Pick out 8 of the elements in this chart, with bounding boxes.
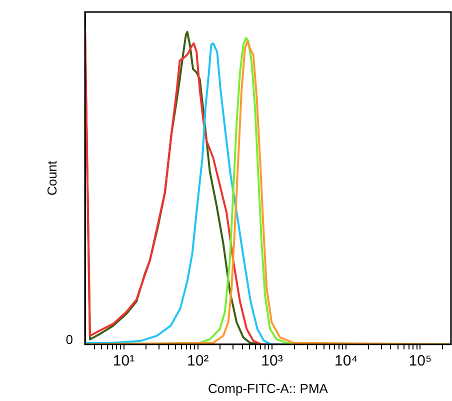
x-tick-label: 10² [187, 352, 209, 370]
x-tick-label: 10⁵ [408, 352, 432, 370]
x-tick-label: 10⁴ [334, 352, 358, 370]
y-axis-title: Count [44, 160, 60, 196]
text: 0 [66, 332, 73, 347]
x-axis-title: Comp-FITC-A:: PMA [208, 380, 328, 396]
x-tick-label: 10¹ [112, 352, 135, 370]
x-tick-label: 10³ [261, 352, 283, 370]
